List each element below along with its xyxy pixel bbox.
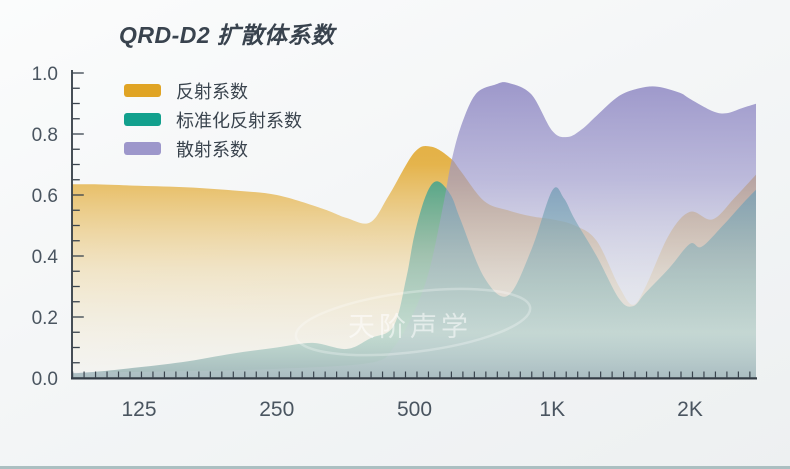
bottom-edge-strip — [0, 466, 790, 469]
x-tick-label: 500 — [397, 398, 432, 421]
chart-title: QRD-D2 扩散体系数 — [119, 22, 335, 48]
axis-labels-group: 0.0 0.2 0.4 0.6 0.8 1.0 125 250 500 1K 2K — [32, 64, 703, 421]
legend: 反射系数标准化反射系数 散射系数 — [124, 76, 302, 163]
y-tick-label: 1.0 — [32, 64, 58, 85]
x-tick-label: 1K — [539, 398, 565, 421]
area-series-group — [72, 82, 756, 379]
legend-swatch — [124, 113, 161, 126]
legend-label: 反射系数 — [176, 81, 248, 102]
legend-swatch — [124, 142, 161, 155]
y-tick-label: 0.2 — [32, 308, 58, 329]
legend-row: 散射系数 — [124, 134, 302, 163]
y-tick-label: 0.8 — [32, 125, 58, 146]
x-tick-label: 2K — [677, 398, 703, 421]
legend-swatch — [124, 84, 161, 97]
legend-row: 反射系数 — [124, 76, 302, 105]
x-tick-label: 125 — [121, 398, 156, 421]
axes-group — [71, 70, 757, 380]
y-tick-label: 0.0 — [32, 369, 58, 390]
y-tick-label: 0.6 — [32, 186, 58, 207]
legend-label: 标准化反射系数 — [176, 110, 302, 131]
area-series-2 — [72, 82, 756, 379]
watermark-swoosh — [294, 287, 532, 357]
legend-label: 散射系数 — [176, 139, 248, 160]
y-tick-label: 0.4 — [32, 247, 59, 268]
x-tick-label: 250 — [259, 398, 294, 421]
legend-row: 标准化反射系数 — [124, 105, 302, 134]
